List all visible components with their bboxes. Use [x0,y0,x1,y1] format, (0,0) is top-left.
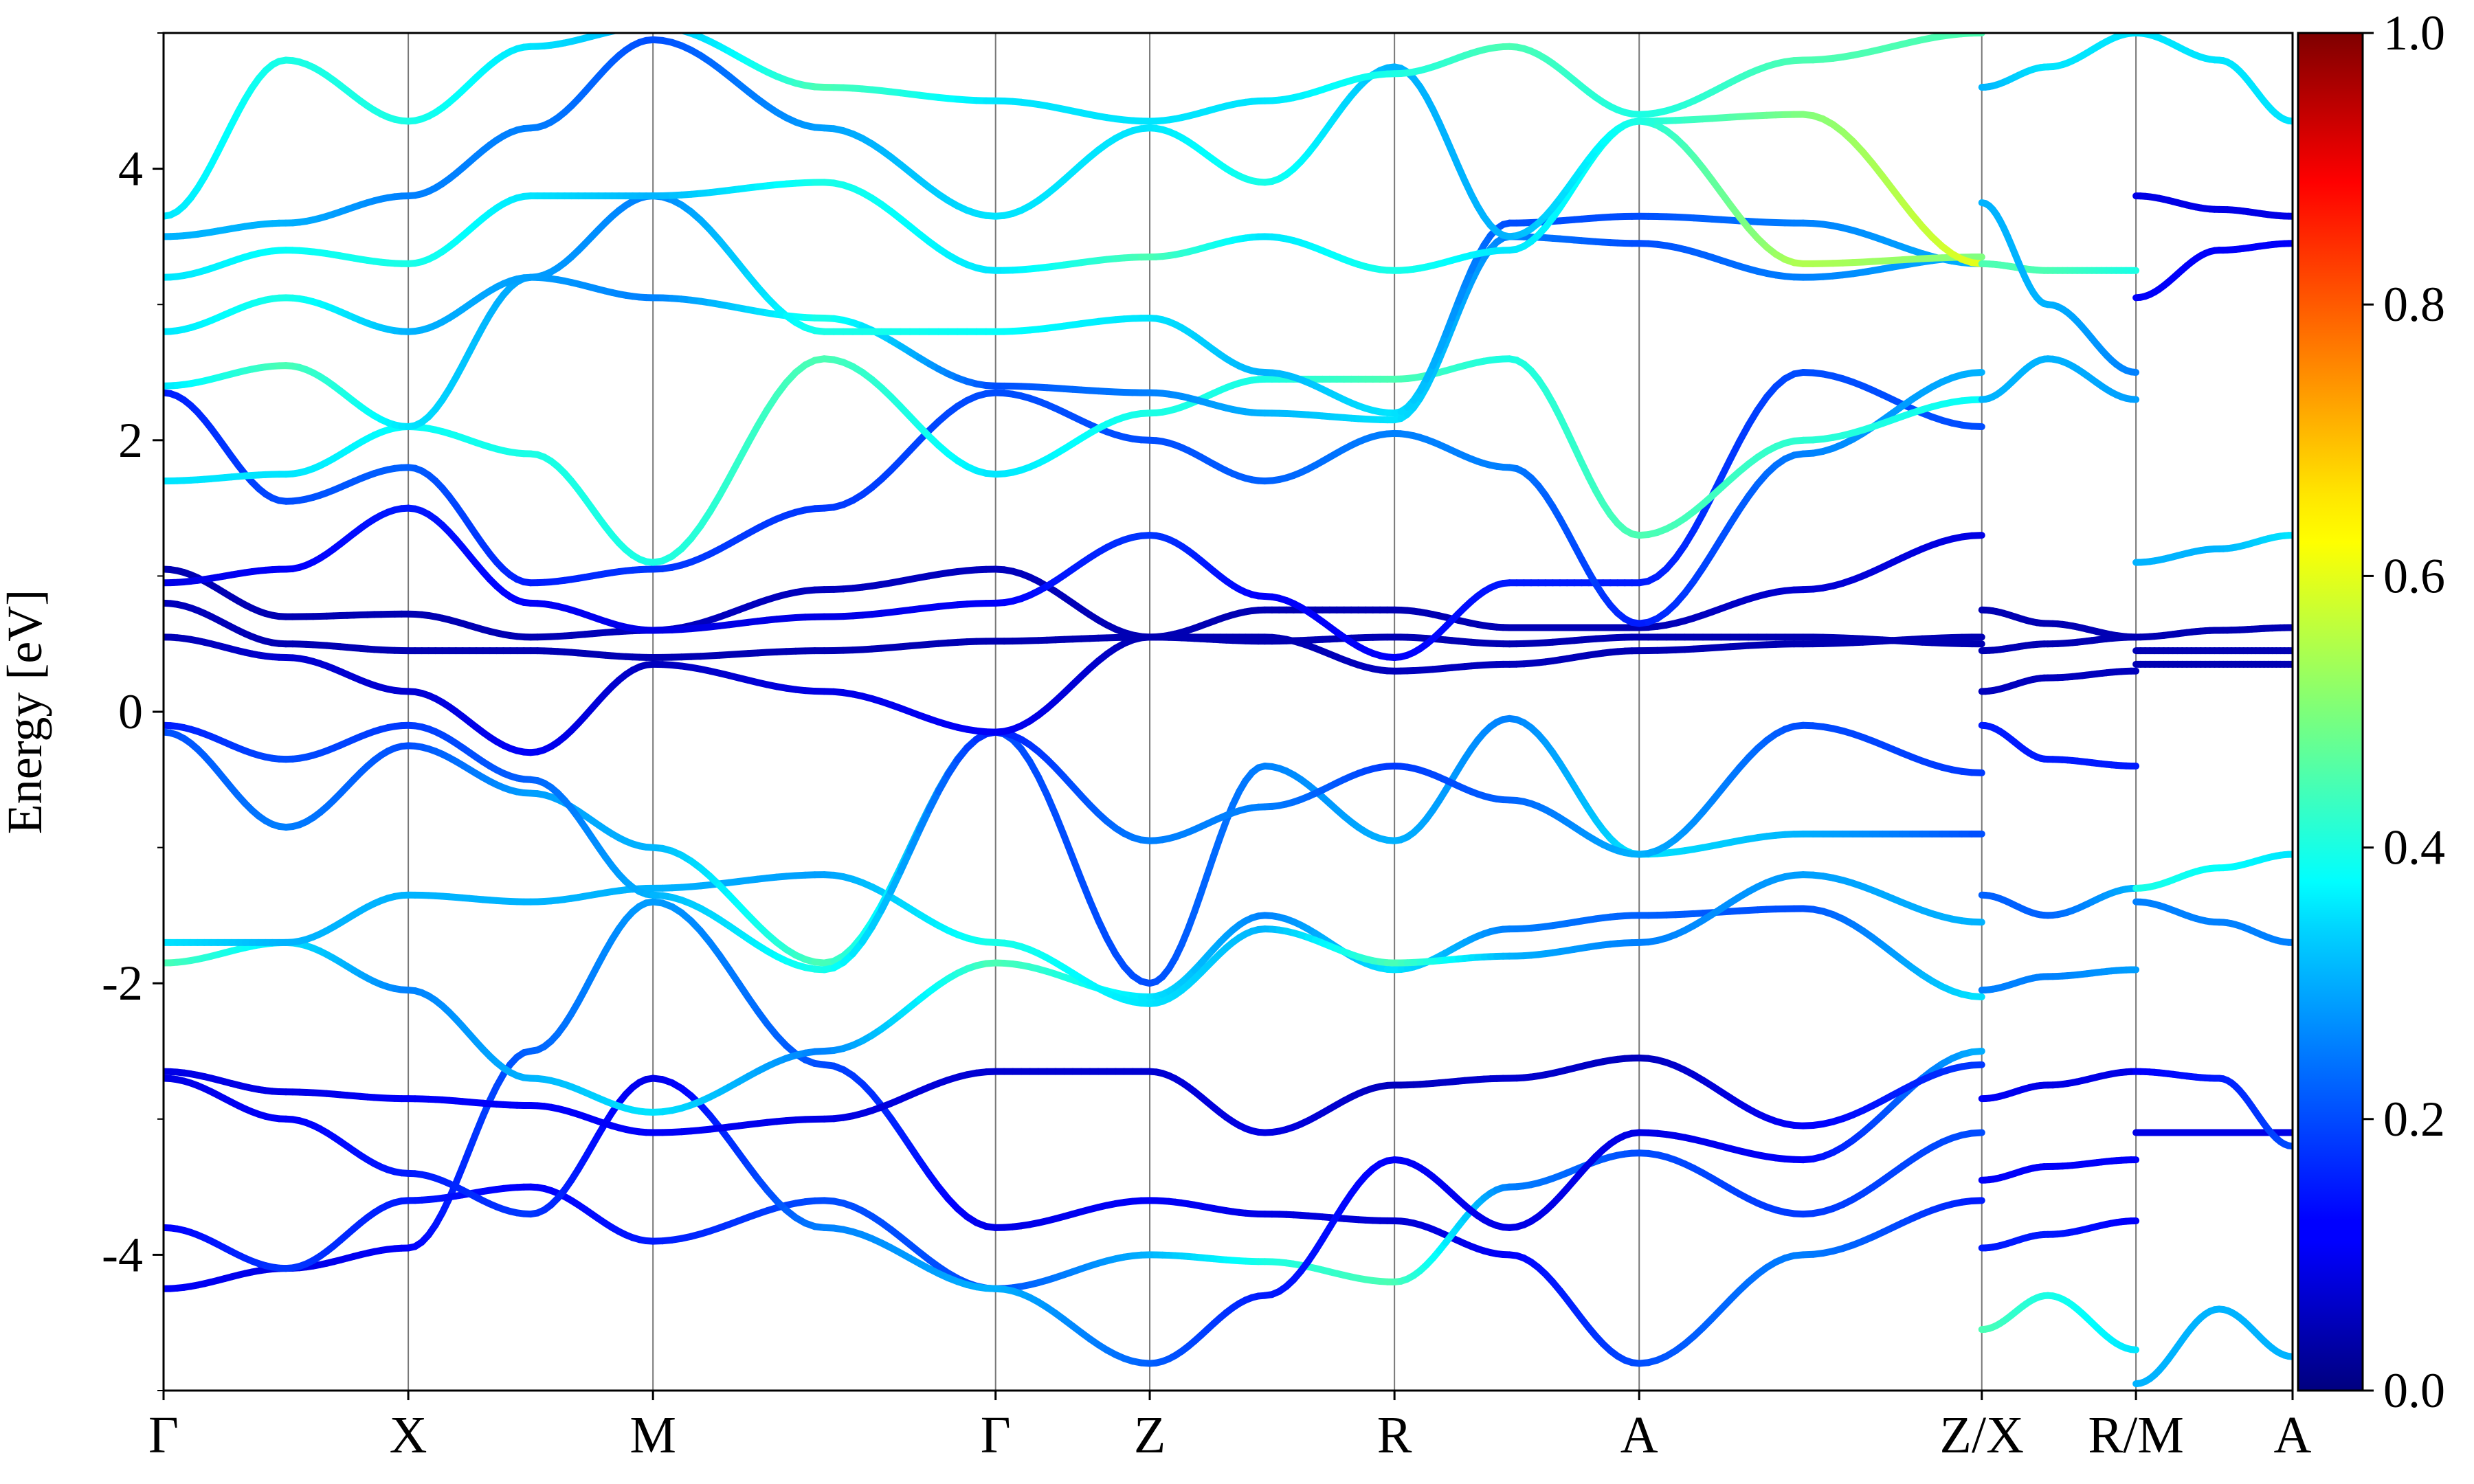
band-segment [906,827,923,855]
band-9 [164,599,1985,661]
band-3 [164,1054,1985,1136]
band-33 [2132,1305,2293,1388]
band-16 [164,117,1985,281]
band-segment [1968,532,1985,539]
band-segment [1968,1061,1985,1069]
band-15 [164,192,1985,417]
band-segment [1968,1048,1985,1056]
band-10 [164,532,1985,641]
band-0 [164,898,1985,1367]
band-segment [1968,992,1985,1000]
band-segment [626,27,633,28]
band-segment [1069,854,1085,884]
band-segment [1968,918,1985,926]
band-segment [1968,1129,1985,1137]
band-28 [1978,606,2140,641]
band-segment [887,868,904,895]
band-6 [164,715,1985,987]
band-segment [609,33,621,35]
band-segment [617,33,621,34]
band-segment [925,788,942,814]
band-31 [1978,199,2140,376]
band-segment [2127,1346,2140,1353]
band-11 [164,369,1985,661]
band-1 [164,1129,1985,1292]
band-23 [1978,966,2140,994]
band-25 [1978,721,2140,770]
band-segment [915,807,933,834]
band-segment [1078,876,1093,904]
band-segment [878,888,895,914]
band-32 [1978,33,2140,91]
band-lines [164,26,2293,1388]
band-12 [164,369,1985,627]
band-segment [653,26,662,27]
band-4 [164,905,1985,1116]
band-segment [678,33,684,34]
band-segment [1043,791,1059,818]
band-24 [1978,884,2140,919]
band-30 [1978,260,2140,274]
band-segment [662,27,672,28]
band-segment [1086,897,1102,924]
band-20 [1978,1217,2140,1252]
band-22 [1978,1068,2140,1103]
band-segment [1968,769,1985,776]
band-17 [164,36,1985,267]
band-27 [1978,633,2140,655]
band-segment [1968,369,1985,376]
band-segment [897,847,914,875]
band-5 [164,871,1985,1007]
band-segment [1968,1197,1985,1204]
band-segment [1060,832,1076,862]
band-segment [1051,811,1068,840]
band-13 [164,355,1985,566]
band-19 [1978,1292,2140,1353]
band-26 [1978,667,2140,695]
band-21 [1978,1156,2140,1184]
band-segment [639,26,646,27]
band-segment [1968,423,1985,431]
band-29 [1978,355,2140,403]
